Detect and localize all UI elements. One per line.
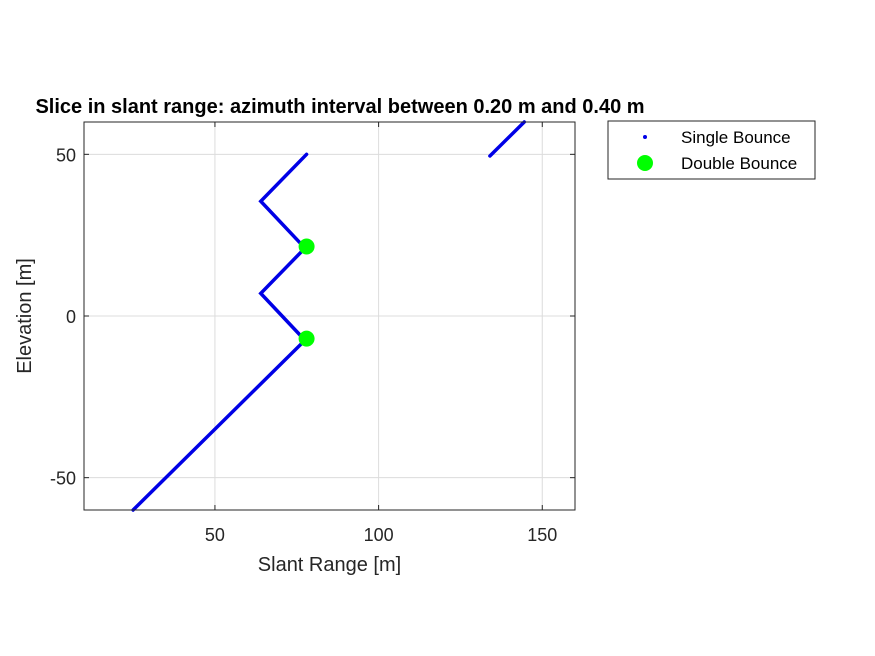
y-tick-label: 0	[66, 307, 76, 327]
plot-data	[131, 120, 527, 512]
legend: Single Bounce Double Bounce	[607, 120, 816, 180]
legend-marker-double-bounce	[637, 155, 653, 171]
legend-label-single-bounce: Single Bounce	[681, 128, 791, 147]
x-tick-label: 50	[205, 525, 225, 545]
chart-title: Slice in slant range: azimuth interval b…	[35, 96, 644, 118]
y-tick-label: -50	[50, 469, 76, 489]
y-tick-label: 50	[56, 145, 76, 165]
y-axis-label: Elevation [m]	[14, 258, 36, 374]
double-bounce-point	[298, 330, 315, 347]
x-tick-label: 100	[364, 525, 394, 545]
legend-label-double-bounce: Double Bounce	[681, 154, 797, 173]
x-tick-label: 150	[527, 525, 557, 545]
single-bounce-line	[488, 120, 527, 158]
single-bounce-line	[131, 152, 309, 512]
x-axis-label: Slant Range [m]	[258, 554, 401, 576]
ticks: 50 100 150 -50 0 50	[50, 122, 575, 545]
double-bounce-point	[298, 238, 315, 255]
legend-marker-single-bounce	[643, 135, 647, 139]
